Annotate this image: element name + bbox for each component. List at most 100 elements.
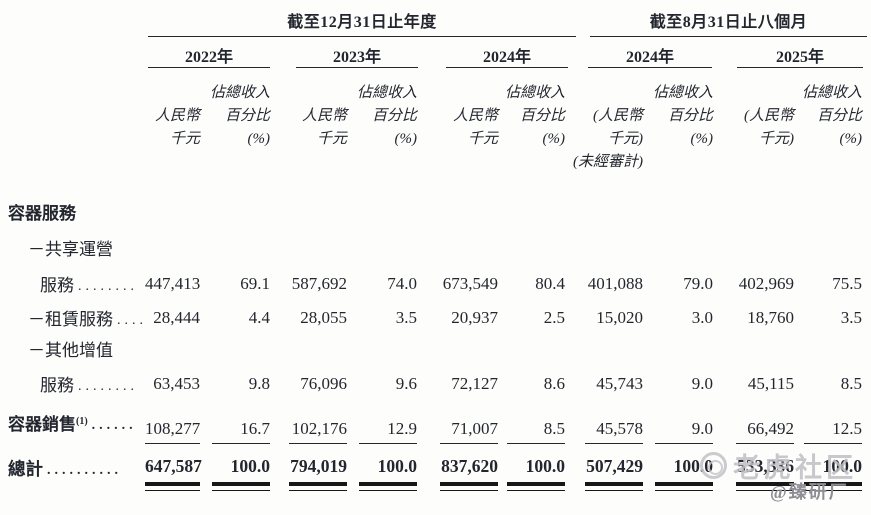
cell-value: 8.6 — [543, 373, 565, 393]
subheader-pct-2024-8m: 佔總收入 百分比 (%) — [652, 85, 713, 147]
cell-value: 9.0 — [691, 373, 713, 393]
subheader-pct-2022: 佔總收入 百分比 (%) — [209, 85, 270, 147]
double-rule — [804, 482, 862, 491]
subheader-rmb-2024: 人民幣 千元 — [452, 108, 498, 147]
cell-value: 3.0 — [691, 307, 713, 327]
subheader-rmb-2025-8m: (人民幣 千元) — [744, 108, 794, 147]
cell-value: 2.5 — [543, 307, 565, 327]
footnote-marker: (1) — [76, 416, 88, 427]
cell-value: 3.5 — [395, 307, 417, 327]
cell-value: 69.1 — [240, 273, 270, 293]
dot-leader: ........ — [78, 279, 138, 294]
double-rule — [655, 482, 713, 491]
subheader-rmb-2024-8m: (人民幣 千元) (未經審計) — [565, 82, 643, 174]
cell-value: 20,937 — [451, 307, 498, 327]
column-year-2023: 2023年 — [296, 43, 418, 68]
subheader-pct-2023: 佔總收入 百分比 (%) — [356, 85, 417, 147]
cell-value: 401,088 — [587, 273, 643, 293]
cell-value: 9.6 — [395, 373, 417, 393]
double-rule — [212, 482, 270, 491]
double-rule — [359, 482, 417, 491]
cell-value: 587,692 — [291, 273, 347, 293]
cell-total-value: 837,620 — [417, 456, 498, 491]
cell-total-value: 794,019 — [270, 456, 347, 491]
cell-value: 63,453 — [153, 373, 200, 393]
cell-value: 9.8 — [248, 373, 270, 393]
double-rule — [736, 482, 794, 491]
row-label-container-services: 容器服務 — [8, 204, 76, 223]
table-row-other-value-added-services: 服務........ 63,453 9.8 76,096 9.6 72,127 … — [0, 367, 871, 400]
single-rule — [655, 443, 713, 444]
subheader-pct-2025-8m: 佔總收入 百分比 (%) — [801, 85, 862, 147]
cell-value: 72,127 — [451, 373, 498, 393]
period-group-annual: 截至12月31日止年度 — [148, 8, 576, 37]
column-year-2025-8m: 2025年 — [737, 43, 863, 68]
table-row-container-services-heading: 容器服務 — [0, 192, 871, 228]
single-rule — [359, 443, 417, 444]
cell-total-value: 533,336 — [713, 456, 794, 491]
table-row-other-value-added-label: －其他增值 — [0, 334, 871, 367]
row-label-shared-operation: －共享運營 — [28, 240, 113, 259]
cell-value: 8.5 — [840, 373, 862, 393]
cell-value: 28,444 — [153, 307, 200, 327]
cell-value: 9.0 — [643, 419, 713, 444]
column-year-2024: 2024年 — [446, 43, 568, 68]
cell-value: 12.5 — [794, 419, 862, 444]
cell-value: 12.9 — [347, 419, 417, 444]
cell-value: 28,055 — [300, 307, 347, 327]
cell-value: 108,277 — [145, 419, 200, 444]
single-rule — [736, 443, 794, 444]
cell-total-value: 507,429 — [565, 456, 643, 491]
double-rule — [585, 482, 643, 491]
cell-value: 76,096 — [300, 373, 347, 393]
table-body: 容器服務 －共享運營 服務........ 447,413 69.1 587,6… — [0, 192, 871, 491]
cell-value: 102,176 — [270, 419, 347, 444]
row-label-container-sales: 容器銷售(1)...... — [8, 415, 137, 434]
dot-leader: ........ — [78, 379, 138, 394]
table-row-total: 總計.......... 647,587 100.0 794,019 100.0… — [0, 452, 871, 491]
table-row-container-sales: 容器銷售(1)...... 108,277 16.7 102,176 12.9 … — [0, 400, 871, 444]
dot-leader: ...... — [91, 418, 137, 433]
single-rule — [289, 443, 347, 444]
cell-value: 45,743 — [596, 373, 643, 393]
cell-value: 71,007 — [417, 419, 498, 444]
single-rule — [145, 443, 200, 444]
row-label-services: 服務........ — [40, 376, 138, 395]
single-rule — [212, 443, 270, 444]
cell-value: 45,578 — [565, 419, 643, 444]
row-label-services: 服務........ — [40, 276, 138, 295]
double-rule — [145, 482, 200, 491]
row-label-other-value-added: －其他增值 — [28, 341, 113, 360]
cell-value: 45,115 — [747, 373, 794, 393]
cell-total-value: 100.0 — [498, 456, 565, 491]
cell-value: 74.0 — [387, 273, 417, 293]
column-year-2024-8m: 2024年 — [588, 43, 712, 68]
unaudited-note: (未經審計) — [573, 154, 643, 170]
single-rule — [804, 443, 862, 444]
cell-total-value: 100.0 — [347, 456, 417, 491]
cell-value: 75.5 — [832, 273, 862, 293]
cell-value: 447,413 — [145, 273, 201, 293]
cell-value: 3.5 — [840, 307, 862, 327]
cell-value: 15,020 — [596, 307, 643, 327]
cell-value: 66,492 — [713, 419, 794, 444]
cell-total-value: 100.0 — [794, 456, 862, 491]
double-rule — [507, 482, 565, 491]
dot-leader: .......... — [47, 463, 122, 478]
cell-value: 79.0 — [683, 273, 713, 293]
subheader-pct-2024: 佔總收入 百分比 (%) — [504, 85, 565, 147]
cell-value: 402,969 — [738, 273, 794, 293]
row-label-total: 總計.......... — [8, 459, 122, 479]
table-header: 截至12月31日止年度 截至8月31日止八個月 2022年 2023年 2024… — [0, 0, 871, 192]
cell-total-value: 647,587 — [145, 456, 202, 491]
table-row-shared-operation-services: 服務........ 447,413 69.1 587,692 74.0 673… — [0, 266, 871, 301]
column-year-2022: 2022年 — [148, 43, 270, 68]
subheader-rmb-2022: 人民幣 千元 — [154, 108, 200, 147]
period-group-eight-months: 截至8月31日止八個月 — [590, 8, 867, 37]
table-row-rental-services: －租賃服務.... 28,444 4.4 28,055 3.5 20,937 2… — [0, 301, 871, 334]
single-rule — [440, 443, 498, 444]
subheader-rmb-2023: 人民幣 千元 — [301, 108, 347, 147]
cell-value: 80.4 — [535, 273, 565, 293]
single-rule — [507, 443, 565, 444]
